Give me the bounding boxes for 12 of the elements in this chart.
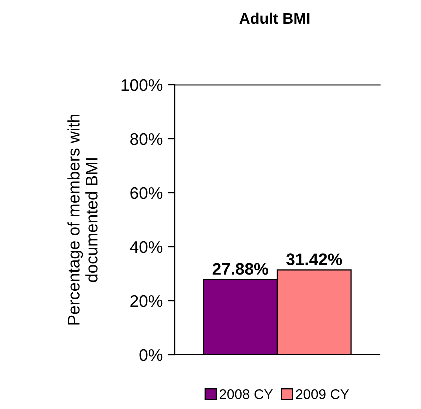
y-tick-label: 0% <box>140 349 163 362</box>
legend-label: 2009 CY <box>296 390 350 400</box>
y-tick-label: 40% <box>130 241 163 254</box>
y-tick-label: 100% <box>122 79 163 92</box>
y-tick-label: 20% <box>130 295 163 308</box>
data-label: 31.42% <box>286 254 342 266</box>
y-tick-label: 60% <box>130 187 163 200</box>
data-label: 27.88% <box>212 263 268 276</box>
chart-title: Adult BMI <box>240 12 310 24</box>
y-tick-label: 80% <box>130 133 163 146</box>
legend-label: 2008 CY <box>220 390 274 400</box>
y-axis-title: Percentage of members with documented BMI <box>68 115 98 325</box>
